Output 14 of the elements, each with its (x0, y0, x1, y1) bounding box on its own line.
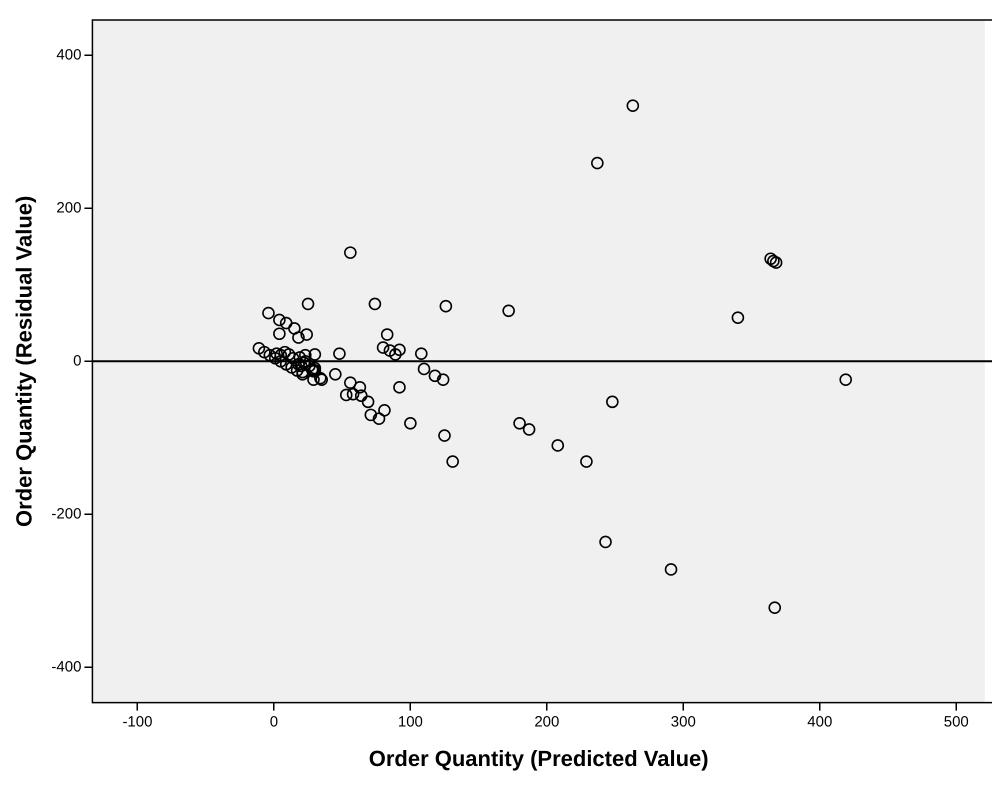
y-axis-title: Order Quantity (Residual Value) (11, 196, 36, 527)
y-tick-label: 400 (56, 46, 82, 64)
x-axis-title: Order Quantity (Predicted Value) (368, 746, 709, 771)
x-tick-label: 0 (270, 714, 278, 731)
x-tick-label: 300 (670, 714, 696, 731)
y-tick-label: -400 (51, 658, 82, 676)
x-tick-label: 200 (534, 714, 560, 731)
x-tick-label: -100 (122, 714, 152, 731)
x-tick-label: 500 (944, 714, 969, 731)
x-tick-label: 400 (807, 714, 832, 731)
y-tick-label: -200 (51, 505, 82, 522)
y-tick-label: 200 (56, 199, 82, 216)
x-tick-label: 100 (398, 714, 423, 731)
y-tick-label: 0 (73, 352, 82, 370)
